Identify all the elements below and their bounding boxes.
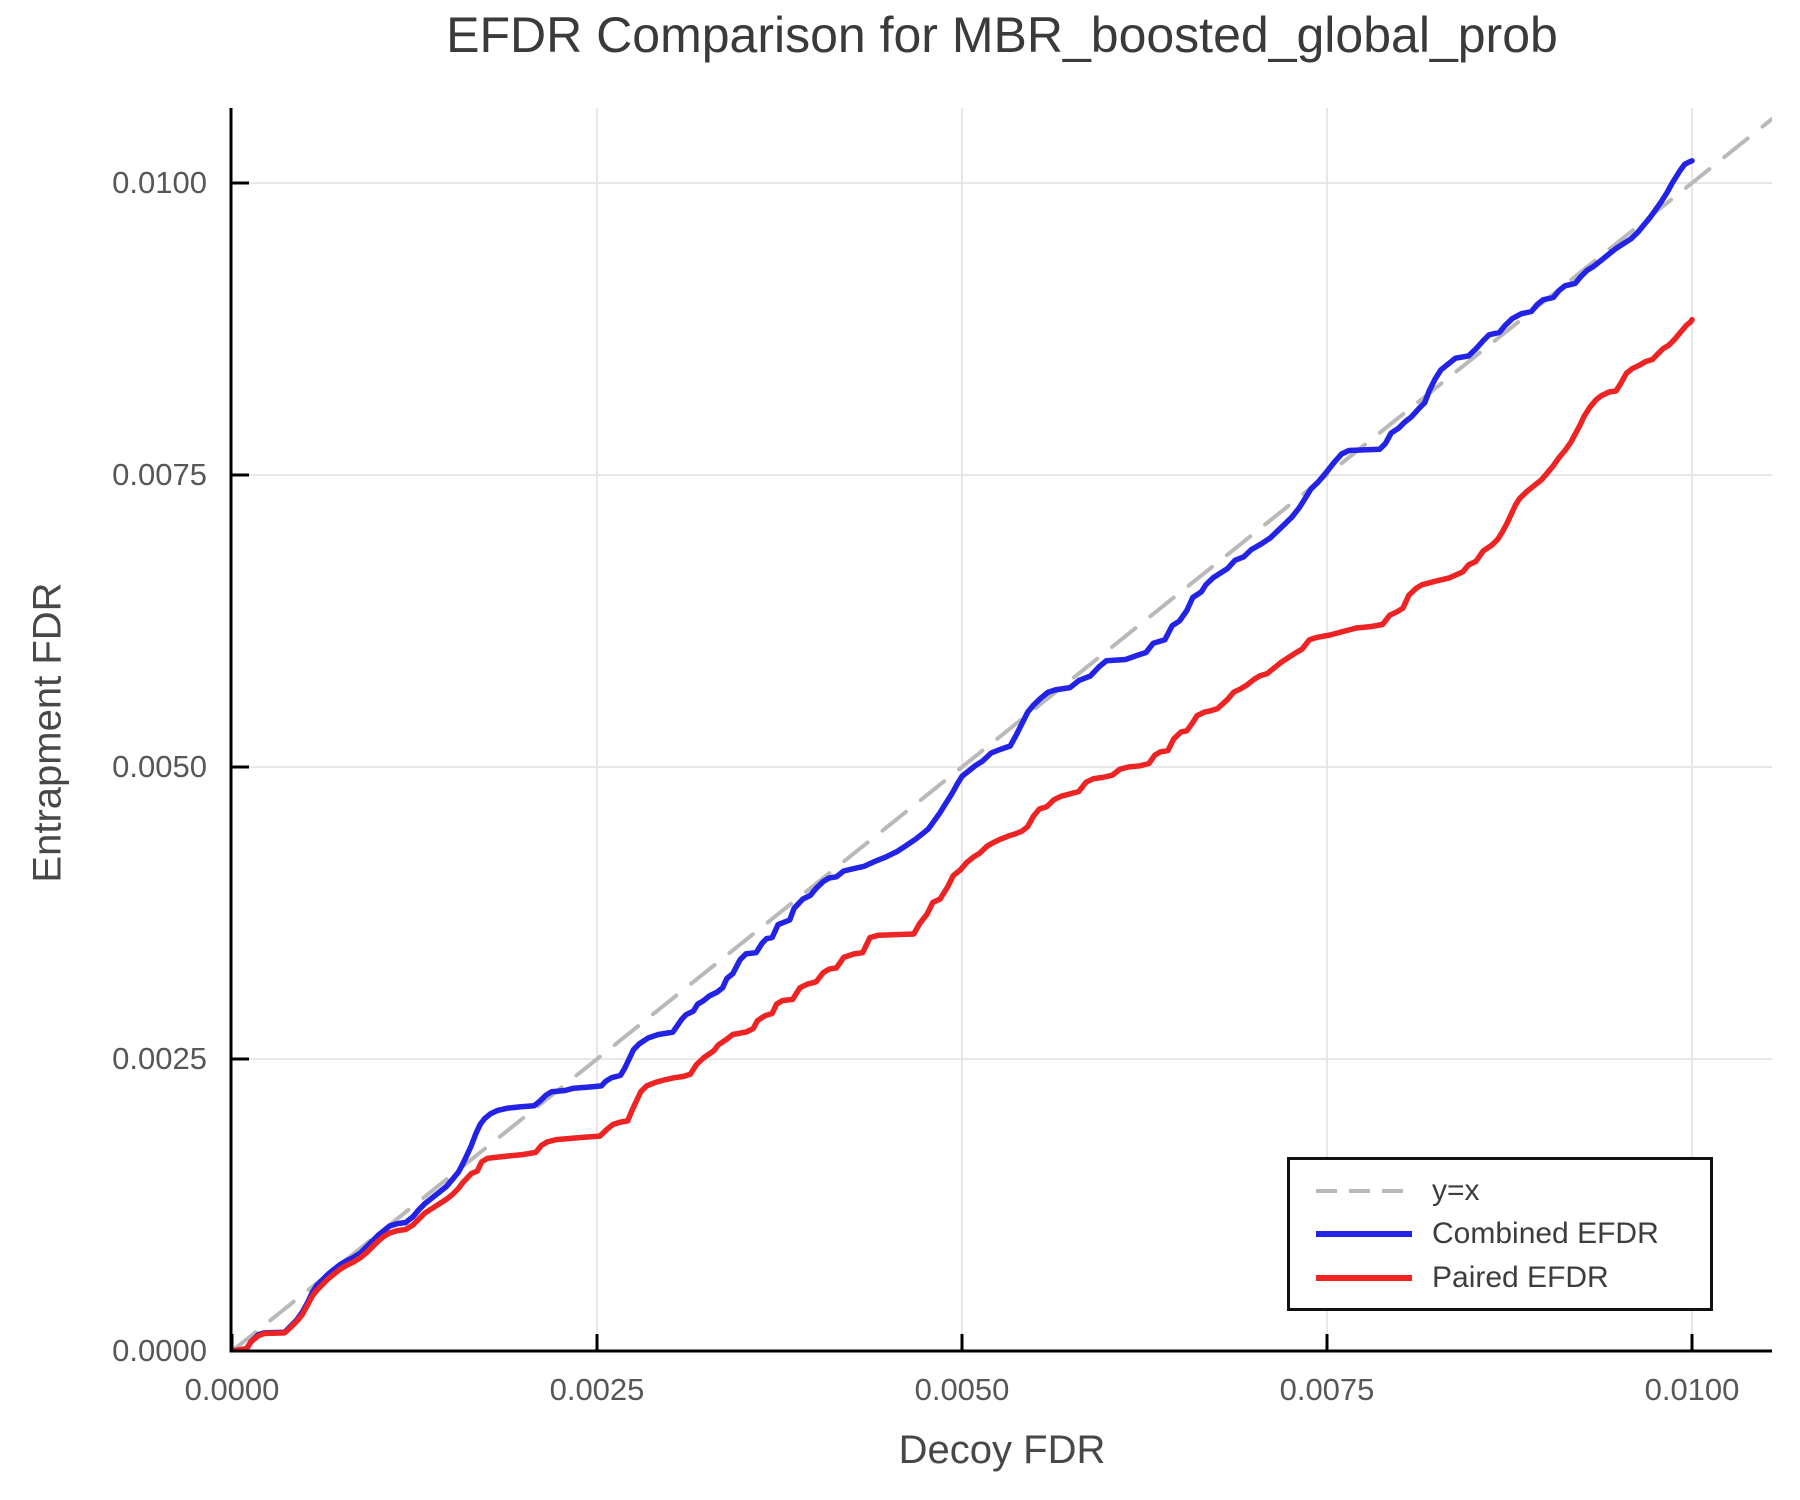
- x-axis-label: Decoy FDR: [898, 1428, 1106, 1472]
- series-y-x: [232, 117, 1772, 1351]
- y-tick-label: 0.0075: [112, 457, 207, 492]
- x-tick-label: 0.0000: [184, 1372, 280, 1407]
- legend-label-yx: y=x: [1432, 1173, 1480, 1207]
- y-tick-label: 0.0025: [112, 1041, 207, 1076]
- legend-label-combined: Combined EFDR: [1432, 1217, 1659, 1250]
- legend-entry-paired: Paired EFDR: [1314, 1261, 1710, 1295]
- chart-title: EFDR Comparison for MBR_boosted_global_p…: [446, 7, 1558, 63]
- series-paired-efdr: [232, 316, 1695, 1351]
- y-tick-label: 0.0100: [112, 165, 207, 200]
- red-line-sample-icon: [1316, 1274, 1412, 1281]
- dashed-line-sample-icon: [1316, 1188, 1412, 1193]
- x-tick-label: 0.0100: [1644, 1372, 1740, 1407]
- legend-entry-yx: y=x: [1314, 1174, 1710, 1208]
- y-tick-label: 0.0000: [112, 1333, 207, 1368]
- x-tick-label: 0.0025: [549, 1372, 645, 1407]
- legend-entry-combined: Combined EFDR: [1314, 1217, 1710, 1251]
- legend-label-paired: Paired EFDR: [1432, 1260, 1609, 1294]
- x-tick-label: 0.0050: [914, 1372, 1010, 1407]
- x-tick-label: 0.0075: [1279, 1372, 1375, 1407]
- legend: y=x Combined EFDR Paired EFDR: [1287, 1157, 1713, 1311]
- blue-line-sample-icon: [1316, 1231, 1412, 1237]
- y-tick-label: 0.0050: [112, 749, 207, 784]
- series-combined-efdr: [232, 158, 1695, 1351]
- y-axis-label: Entrapment FDR: [25, 582, 70, 883]
